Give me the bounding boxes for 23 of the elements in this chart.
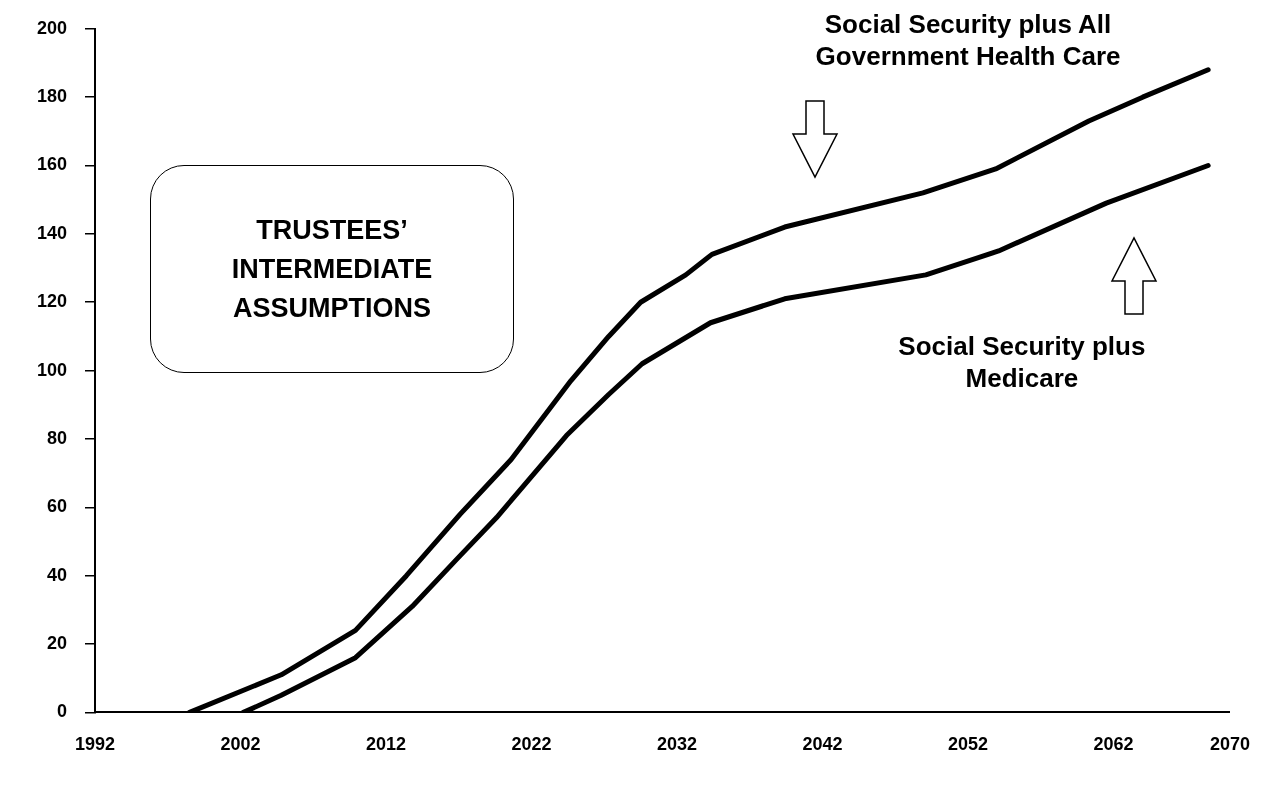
x-tick-label: 2012	[366, 734, 407, 755]
x-tick-label: 2032	[657, 734, 698, 755]
y-tick-label: 180	[36, 86, 67, 107]
x-tick-label: 2052	[948, 734, 989, 755]
series-label: Social Security plus All Government Health Care	[814, 8, 1122, 73]
y-tick-label: 20	[46, 633, 67, 654]
x-tick-label: 2002	[220, 734, 261, 755]
annotation: TRUSTEES’ INTERMEDIATE ASSUMPTIONS	[150, 165, 514, 373]
y-tick-label: 200	[36, 17, 67, 38]
x-tick-label: 2062	[1093, 734, 1134, 755]
y-tick-label: 40	[46, 564, 67, 585]
y-tick-label: 80	[46, 427, 67, 448]
x-tick-label: 1992	[74, 734, 116, 755]
x-tick-label: 2042	[802, 734, 843, 755]
series-label: Social Security plus Medicare	[897, 329, 1147, 394]
x-tick-label: 2070	[1209, 734, 1250, 755]
y-tick-label: 100	[36, 359, 67, 380]
y-tick-label: 60	[46, 496, 67, 517]
y-tick-label: 120	[36, 291, 67, 312]
x-tick-label: 2022	[511, 734, 552, 755]
y-tick-label: 0	[56, 701, 67, 722]
y-tick-label: 160	[36, 154, 67, 175]
y-tick-label: 140	[36, 222, 67, 243]
